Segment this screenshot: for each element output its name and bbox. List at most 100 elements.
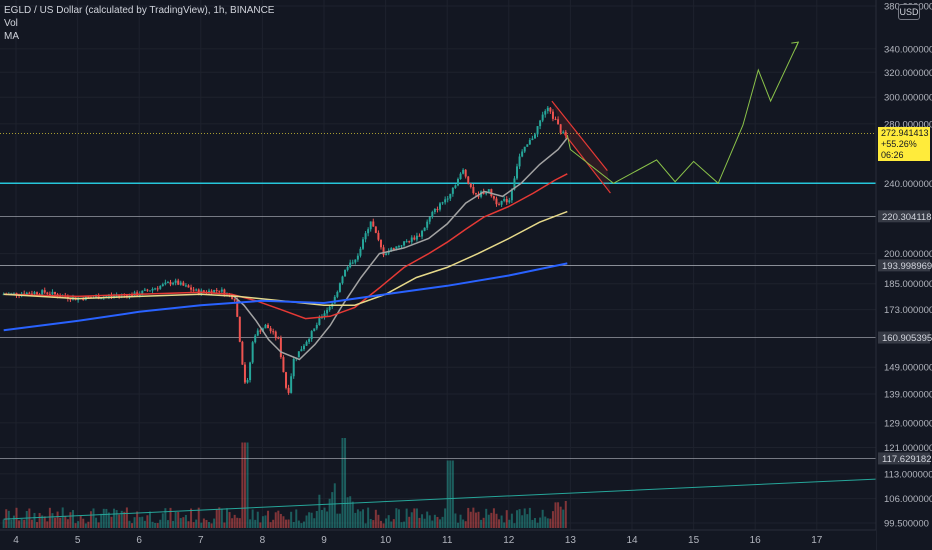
candle-body: [464, 169, 467, 177]
volume-bar: [315, 511, 318, 528]
volume-bar: [346, 497, 349, 528]
volume-bar: [477, 511, 480, 528]
candle-body: [500, 200, 503, 205]
volume-indicator-label[interactable]: Vol: [4, 18, 18, 29]
volume-bar: [487, 514, 490, 528]
volume-bar: [123, 511, 126, 528]
volume-bar: [66, 519, 69, 528]
volume-bar: [233, 514, 236, 528]
candle-body: [12, 292, 15, 294]
time-tick-label: 8: [260, 535, 266, 546]
volume-bar: [431, 520, 434, 528]
volume-bar: [59, 517, 62, 528]
candle-body: [364, 233, 367, 240]
volume-bar: [523, 508, 526, 528]
last-price-badge: 272.941413 +55.26% 06:26: [878, 127, 930, 161]
level-price-label: 220.304118: [882, 212, 932, 223]
volume-bar: [61, 507, 64, 528]
candle-body: [462, 169, 465, 174]
time-tick-label: 10: [380, 535, 392, 546]
projection-line: [566, 41, 799, 185]
volume-bar: [292, 521, 295, 528]
candle-body: [251, 342, 254, 363]
candle-body: [238, 316, 241, 342]
volume-bar: [456, 522, 459, 528]
candle-body: [333, 296, 336, 304]
candle-body: [210, 290, 213, 294]
price-tick-label: 320.000000: [884, 68, 932, 79]
volume-bar: [400, 522, 403, 528]
volume-bar: [89, 511, 92, 528]
volume-bar: [151, 521, 154, 528]
candle-body: [172, 282, 175, 285]
candle-body: [415, 235, 418, 240]
ma-indicator-label[interactable]: MA: [4, 31, 19, 42]
candle-body: [349, 262, 352, 268]
volume-bar: [223, 522, 226, 528]
volume-bar: [18, 520, 21, 528]
candle-body: [408, 241, 411, 243]
volume-bar: [557, 502, 560, 528]
candle-body: [456, 179, 459, 186]
projection-arrowhead: [791, 41, 800, 50]
candle-body: [544, 111, 547, 115]
candle-body: [531, 138, 534, 140]
volume-bar: [441, 516, 444, 528]
candle-body: [146, 289, 149, 291]
volume-bar: [428, 515, 431, 528]
volume-bar: [374, 509, 377, 528]
candle-body: [559, 124, 562, 133]
candle-body: [382, 247, 385, 256]
price-tick-label: 113.000000: [884, 469, 932, 480]
volume-bar: [10, 519, 13, 528]
currency-button[interactable]: USD: [898, 4, 920, 20]
volume-bar: [454, 513, 457, 528]
volume-bar: [485, 508, 488, 528]
candle-body: [292, 358, 295, 377]
candle-body: [413, 237, 416, 240]
price-tick-label: 185.000000: [884, 279, 932, 290]
moving-averages: [3, 137, 568, 361]
volume-bar: [179, 518, 182, 528]
candle-body: [541, 114, 544, 121]
level-price-badge: [878, 259, 930, 272]
candle-body: [397, 246, 400, 248]
candle-body: [421, 230, 424, 237]
volume-bar: [433, 514, 436, 528]
volume-bar: [318, 494, 321, 528]
chart-legend: EGLD / US Dollar (calculated by TradingV…: [4, 4, 274, 43]
volume-bar: [148, 511, 151, 528]
time-tick-label: 16: [750, 535, 762, 546]
candle-body: [539, 120, 542, 127]
candle-body: [128, 294, 131, 298]
volume-bar: [472, 507, 475, 528]
candle-body: [546, 107, 549, 112]
symbol-title[interactable]: EGLD / US Dollar (calculated by TradingV…: [4, 5, 275, 16]
time-tick-label: 9: [321, 535, 327, 546]
candle-body: [326, 310, 329, 314]
time-tick-label: 13: [565, 535, 577, 546]
candle-body: [159, 285, 162, 289]
volume-bar: [261, 516, 264, 528]
price-tick-label: 173.000000: [884, 305, 932, 316]
volume-bar: [333, 483, 336, 528]
volume-bar: [510, 513, 513, 528]
volume-bar: [272, 519, 275, 528]
candle-body: [418, 235, 421, 237]
volume-bar: [449, 460, 452, 528]
volume-bar: [482, 517, 485, 528]
volume-bar: [516, 510, 519, 528]
candle-body: [277, 337, 280, 339]
candle-body: [105, 296, 108, 298]
candle-body: [526, 144, 529, 147]
volume-bar: [369, 518, 372, 528]
candle-body: [36, 292, 39, 295]
candle-body: [403, 241, 406, 246]
candle-body: [521, 151, 524, 157]
volume-bar: [128, 520, 131, 528]
candle-body: [387, 251, 390, 254]
time-tick-label: 4: [13, 535, 19, 546]
candle-body: [485, 192, 488, 194]
candle-body: [174, 280, 177, 283]
